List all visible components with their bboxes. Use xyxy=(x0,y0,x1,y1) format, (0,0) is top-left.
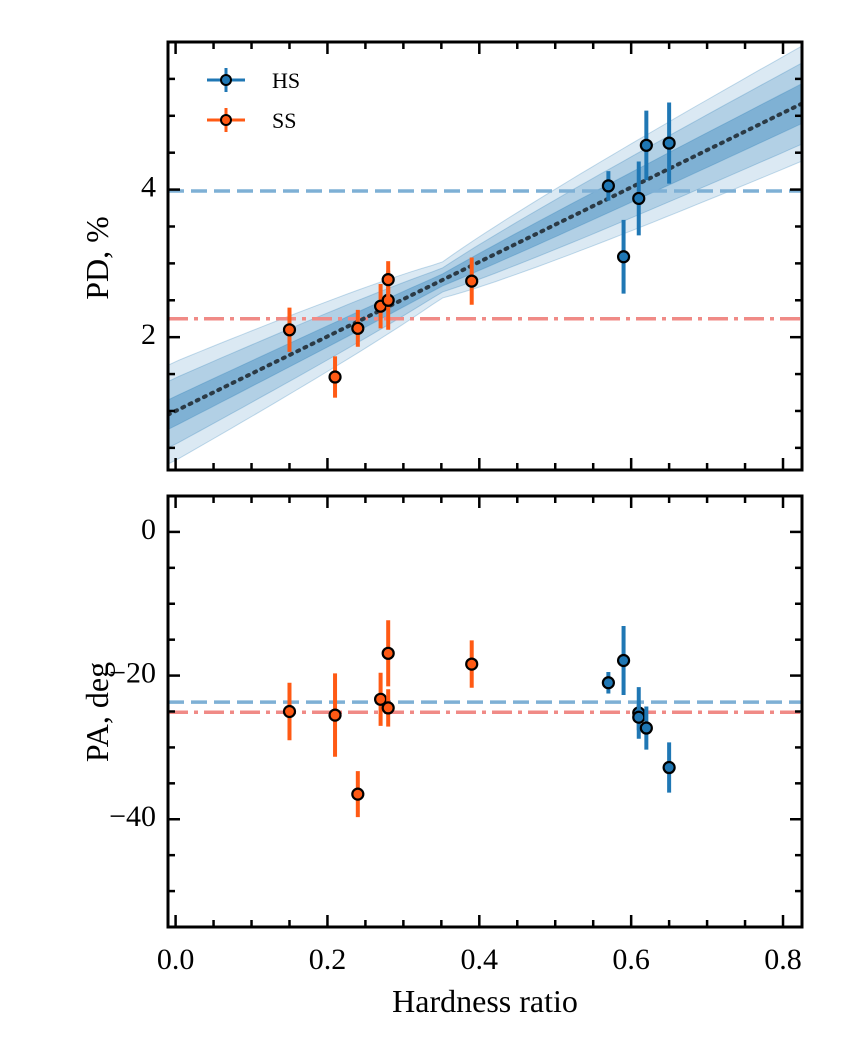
legend-hs-label: HS xyxy=(272,68,300,93)
ss-data-point xyxy=(351,787,365,801)
pd-ytick-label: 2 xyxy=(141,318,156,351)
ss-data-point xyxy=(465,274,479,288)
hs-data-point xyxy=(639,721,653,735)
hs-data-point xyxy=(616,653,631,668)
pa-ytick-label: −40 xyxy=(109,800,156,833)
pd-axis-title: PD, % xyxy=(79,216,115,300)
pa-xtick-label: 0.4 xyxy=(461,943,499,976)
hs-data-point xyxy=(662,136,676,150)
pa-xtick-label: 0.6 xyxy=(612,943,650,976)
pa-xtick-label: 0.2 xyxy=(309,943,347,976)
hs-data-point xyxy=(616,250,631,264)
pa-ytick-label: −20 xyxy=(109,656,156,689)
ss-data-point xyxy=(328,708,342,722)
ss-data-point xyxy=(351,321,365,335)
pd-data-points xyxy=(282,102,676,398)
hs-data-point xyxy=(601,676,615,690)
pa-axes-frame xyxy=(166,494,804,929)
hs-data-point xyxy=(632,710,646,724)
legend-ss-label: SS xyxy=(272,108,296,133)
legend-ss-marker xyxy=(207,108,245,132)
pa-xtick-label: 0.0 xyxy=(157,943,195,976)
hs-data-point xyxy=(632,191,646,206)
pa-data-points xyxy=(282,620,676,818)
pa-xtick-label: 0.8 xyxy=(764,943,802,976)
legend: HS SS xyxy=(207,68,300,133)
ss-data-point xyxy=(381,701,395,715)
linear-fit-line xyxy=(168,101,802,417)
confidence-band-2sigma xyxy=(168,62,802,449)
ss-data-point xyxy=(465,657,479,671)
pa-panel: 0 −20 −40 0.0 0.2 0.4 0.6 0.8 PA, deg Ha… xyxy=(79,494,804,1019)
ss-data-point xyxy=(381,646,395,660)
ss-data-point xyxy=(282,323,297,337)
mean-lines xyxy=(168,189,802,321)
hs-data-point xyxy=(662,760,676,775)
hs-data-point xyxy=(639,138,653,152)
ss-data-point xyxy=(328,370,342,384)
fit-confidence-bands xyxy=(168,45,802,465)
pd-ytick-label: 4 xyxy=(141,170,156,203)
pa-ytick-label: 0 xyxy=(141,513,156,546)
pd-axes-frame xyxy=(166,40,804,472)
mean-lines xyxy=(168,700,802,714)
pa-axis-ticks xyxy=(168,494,802,929)
ss-data-point xyxy=(282,704,297,719)
ss-data-point xyxy=(381,273,395,287)
pa-axis-title: PA, deg xyxy=(79,662,115,762)
confidence-band-1sigma xyxy=(168,83,802,431)
ss-data-point xyxy=(373,692,388,706)
x-axis-title: Hardness ratio xyxy=(392,983,578,1019)
hs-data-point xyxy=(601,179,615,193)
legend-hs-marker xyxy=(207,68,245,92)
pd-panel: 2 4 PD, % HS SS xyxy=(79,40,804,472)
